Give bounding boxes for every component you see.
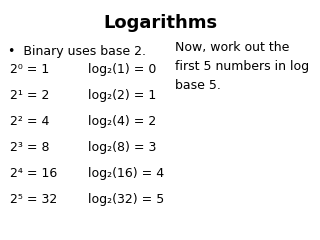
Text: log₂(1) = 0: log₂(1) = 0 (88, 63, 156, 76)
Text: Logarithms: Logarithms (103, 14, 217, 32)
Text: 2⁰ = 1: 2⁰ = 1 (10, 63, 49, 76)
Text: Now, work out the
first 5 numbers in log
base 5.: Now, work out the first 5 numbers in log… (175, 41, 309, 92)
Text: log₂(32) = 5: log₂(32) = 5 (88, 193, 164, 206)
Text: 2⁵ = 32: 2⁵ = 32 (10, 193, 57, 206)
Text: 2² = 4: 2² = 4 (10, 115, 49, 128)
Text: log₂(16) = 4: log₂(16) = 4 (88, 167, 164, 180)
Text: 2³ = 8: 2³ = 8 (10, 141, 50, 154)
Text: 2⁴ = 16: 2⁴ = 16 (10, 167, 57, 180)
Text: log₂(2) = 1: log₂(2) = 1 (88, 89, 156, 102)
Text: •  Binary uses base 2.: • Binary uses base 2. (8, 45, 146, 58)
Text: 2¹ = 2: 2¹ = 2 (10, 89, 49, 102)
Text: log₂(8) = 3: log₂(8) = 3 (88, 141, 156, 154)
Text: log₂(4) = 2: log₂(4) = 2 (88, 115, 156, 128)
